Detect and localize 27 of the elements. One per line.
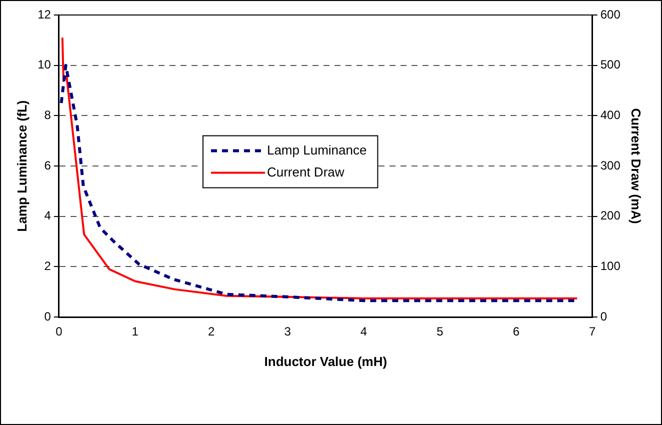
y2-tick-label: 0 [600, 309, 608, 324]
y-tick-label: 4 [44, 208, 52, 223]
y2-tick-label: 400 [600, 108, 621, 122]
x-tick-label: 2 [208, 324, 216, 339]
y2-tick-label: 300 [600, 158, 621, 172]
y2-tick-label: 500 [600, 58, 621, 72]
x-tick-label: 0 [56, 324, 63, 339]
legend-label: Current Draw [266, 164, 345, 180]
y2-tick-label: 600 [600, 7, 621, 22]
y-tick-label: 10 [38, 58, 52, 72]
y-tick-label: 8 [44, 108, 52, 122]
y-tick-label: 12 [38, 7, 52, 22]
x-tick-label: 4 [360, 324, 368, 339]
x-axis-title: Inductor Value (mH) [264, 354, 388, 369]
x-tick-label: 1 [132, 324, 139, 339]
y-axis-title: Lamp Luminance (fL) [14, 100, 30, 232]
x-tick-label: 7 [589, 324, 596, 339]
legend-label: Lamp Luminance [266, 142, 367, 158]
y2-axis-title: Current Draw (mA) [628, 108, 644, 224]
x-tick-label: 3 [284, 324, 292, 339]
y2-tick-label: 200 [600, 208, 621, 223]
y2-tick-label: 100 [600, 258, 621, 273]
x-tick-label: 6 [512, 324, 520, 339]
x-tick-label: 5 [436, 324, 444, 339]
y-tick-label: 0 [44, 309, 52, 324]
y-tick-label: 2 [44, 258, 52, 273]
y-tick-label: 6 [44, 158, 52, 172]
